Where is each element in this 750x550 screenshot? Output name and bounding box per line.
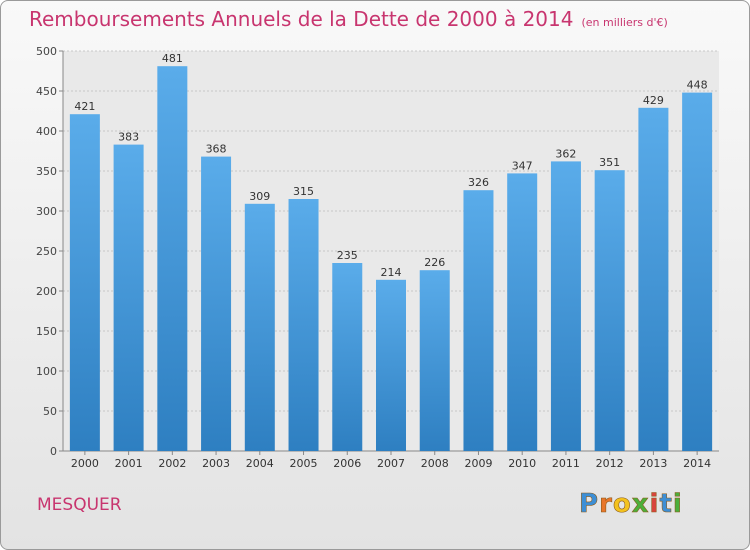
bar-value-label: 368 — [206, 143, 227, 156]
bar-value-label: 429 — [643, 94, 664, 107]
logo-letter: x — [631, 489, 650, 520]
logo-letter: o — [612, 489, 632, 520]
y-tick-label: 300 — [36, 205, 57, 218]
bar-value-label: 362 — [555, 147, 576, 160]
x-tick-label: 2005 — [290, 457, 318, 470]
y-tick-label: 100 — [36, 365, 57, 378]
bar — [288, 199, 319, 451]
bar — [507, 173, 538, 451]
y-tick-label: 200 — [36, 285, 57, 298]
x-tick-label: 2009 — [464, 457, 492, 470]
proxiti-logo: Proxiti — [579, 489, 683, 520]
bar-value-label: 383 — [118, 131, 139, 144]
y-tick-label: 500 — [36, 45, 57, 58]
bar-value-label: 481 — [162, 52, 183, 65]
x-tick-label: 2011 — [552, 457, 580, 470]
chart-title-text: Remboursements Annuels de la Dette de 20… — [29, 7, 574, 31]
bar-value-label: 351 — [599, 156, 620, 169]
x-tick-label: 2008 — [421, 457, 449, 470]
bar — [157, 66, 188, 451]
logo-letter: r — [599, 489, 613, 520]
x-tick-label: 2006 — [333, 457, 361, 470]
x-tick-label: 2002 — [158, 457, 186, 470]
bar-value-label: 326 — [468, 176, 489, 189]
bar-value-label: 421 — [74, 100, 95, 113]
y-tick-label: 0 — [50, 445, 57, 458]
logo-letter: i — [672, 489, 683, 520]
bar — [113, 144, 144, 451]
y-tick-label: 150 — [36, 325, 57, 338]
town-name: MESQUER — [37, 495, 122, 515]
bar — [376, 279, 406, 451]
bar — [638, 107, 669, 452]
x-tick-label: 2004 — [246, 457, 274, 470]
logo-letter: i — [649, 489, 660, 520]
bar-value-label: 309 — [249, 190, 270, 203]
bar-value-label: 214 — [381, 266, 402, 279]
bar-value-label: 347 — [512, 159, 533, 172]
logo-letter: t — [659, 489, 673, 520]
y-tick-label: 250 — [36, 245, 57, 258]
x-tick-label: 2003 — [202, 457, 230, 470]
bar — [550, 161, 581, 451]
bar-value-label: 315 — [293, 185, 314, 198]
bar — [419, 270, 450, 451]
chart-title-unit: (en milliers d'€) — [581, 16, 668, 29]
x-tick-label: 2012 — [596, 457, 624, 470]
bar — [463, 190, 494, 451]
x-tick-label: 2007 — [377, 457, 405, 470]
bar-value-label: 226 — [424, 256, 445, 269]
bar — [69, 114, 100, 451]
x-tick-label: 2013 — [639, 457, 667, 470]
x-tick-label: 2010 — [508, 457, 536, 470]
x-tick-label: 2014 — [683, 457, 711, 470]
logo-letter: P — [579, 489, 600, 520]
bar — [201, 156, 232, 451]
chart-title: Remboursements Annuels de la Dette de 20… — [29, 7, 668, 31]
bar-value-label: 235 — [337, 249, 358, 262]
y-tick-label: 400 — [36, 125, 57, 138]
bar-value-label: 448 — [687, 79, 708, 92]
bar — [594, 170, 625, 451]
bar — [682, 92, 713, 451]
y-tick-label: 50 — [43, 405, 57, 418]
y-tick-label: 450 — [36, 85, 57, 98]
y-tick-label: 350 — [36, 165, 57, 178]
x-tick-label: 2001 — [115, 457, 143, 470]
bar — [332, 263, 363, 451]
bar — [244, 203, 275, 451]
x-tick-label: 2000 — [71, 457, 99, 470]
